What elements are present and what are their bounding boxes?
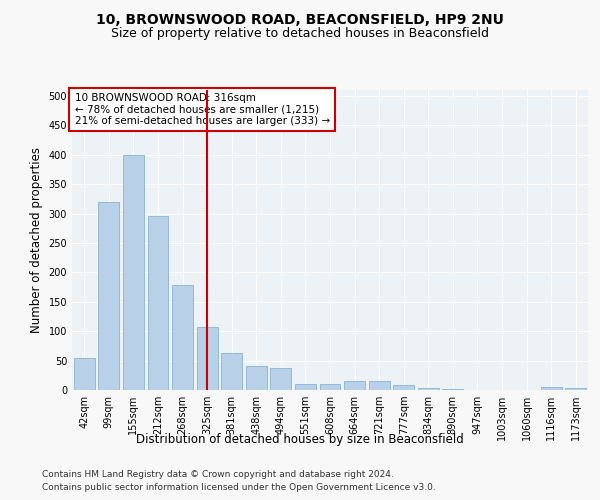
Bar [442, 389, 463, 390]
Text: Contains public sector information licensed under the Open Government Licence v3: Contains public sector information licen… [42, 482, 436, 492]
Bar [295, 384, 316, 390]
Bar [123, 154, 144, 390]
Text: 10, BROWNSWOOD ROAD, BEACONSFIELD, HP9 2NU: 10, BROWNSWOOD ROAD, BEACONSFIELD, HP9 2… [96, 12, 504, 26]
Bar [271, 368, 292, 390]
Bar [197, 327, 218, 390]
Bar [418, 388, 439, 390]
Bar [246, 366, 267, 390]
Bar [74, 358, 95, 390]
Bar [172, 286, 193, 390]
Text: Contains HM Land Registry data © Crown copyright and database right 2024.: Contains HM Land Registry data © Crown c… [42, 470, 394, 479]
Bar [368, 381, 389, 390]
Text: Size of property relative to detached houses in Beaconsfield: Size of property relative to detached ho… [111, 28, 489, 40]
Y-axis label: Number of detached properties: Number of detached properties [30, 147, 43, 333]
Bar [344, 381, 365, 390]
Bar [541, 387, 562, 390]
Bar [320, 384, 340, 390]
Bar [148, 216, 169, 390]
Text: 10 BROWNSWOOD ROAD: 316sqm
← 78% of detached houses are smaller (1,215)
21% of s: 10 BROWNSWOOD ROAD: 316sqm ← 78% of deta… [74, 93, 330, 126]
Bar [98, 202, 119, 390]
Bar [221, 353, 242, 390]
Text: Distribution of detached houses by size in Beaconsfield: Distribution of detached houses by size … [136, 432, 464, 446]
Bar [393, 386, 414, 390]
Bar [565, 388, 586, 390]
